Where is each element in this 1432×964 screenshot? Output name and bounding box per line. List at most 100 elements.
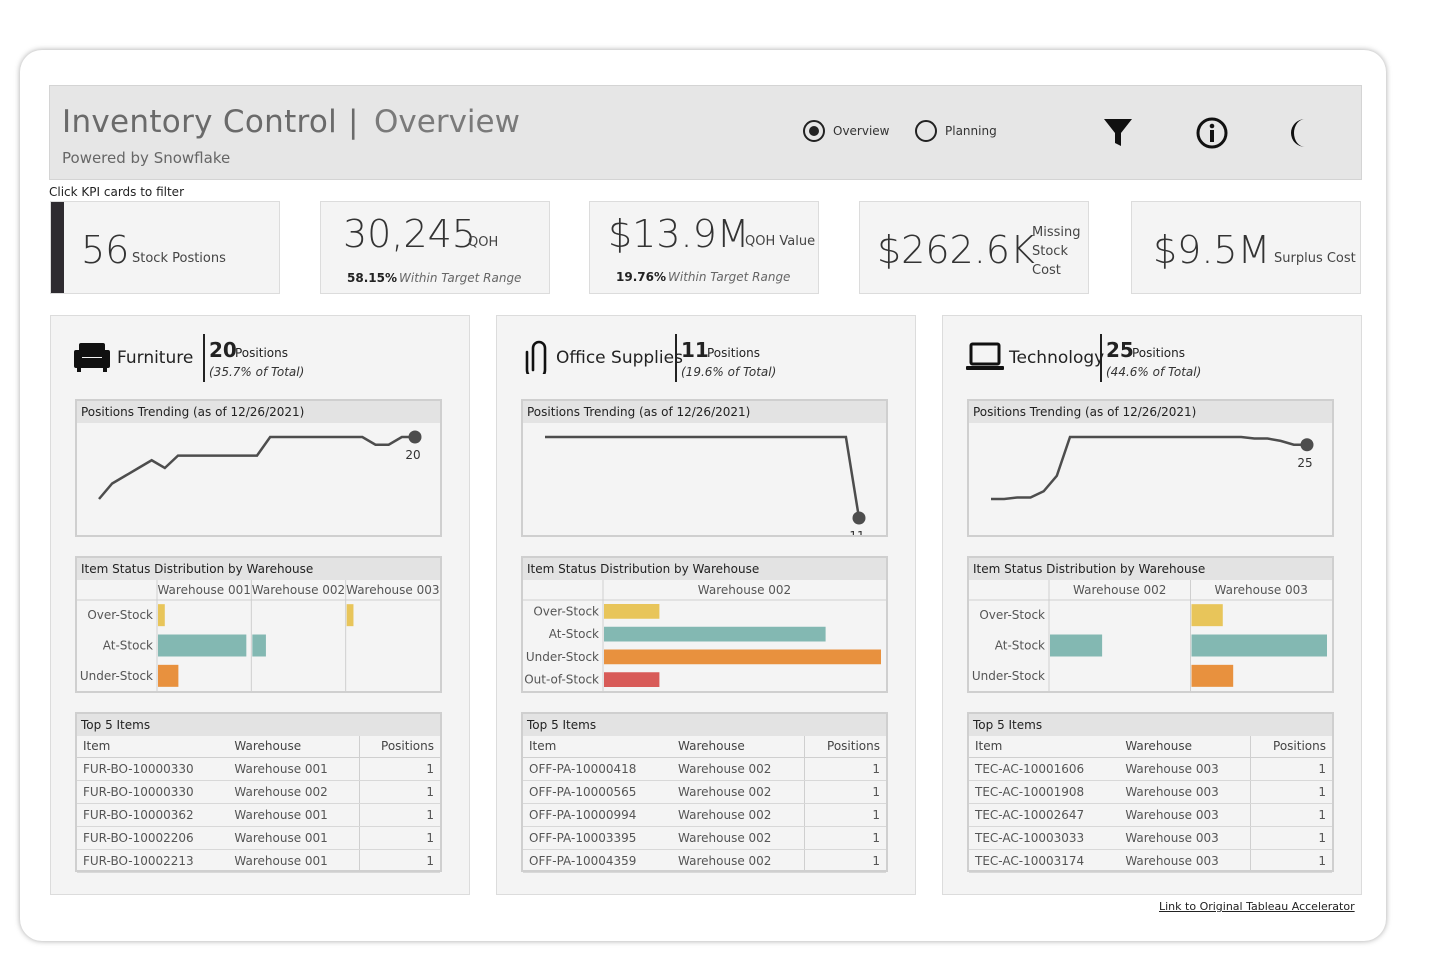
kpi-stock-positions[interactable]: 56 Stock Postions xyxy=(50,201,280,294)
trend-end-point[interactable] xyxy=(408,430,422,444)
column-header: Item xyxy=(969,736,1120,758)
category-count-label: Positions xyxy=(235,346,288,360)
radio-overview[interactable]: Overview xyxy=(803,120,890,142)
distribution-title: Item Status Distribution by Warehouse xyxy=(77,558,440,580)
table-row[interactable]: FUR-BO-10000330 Warehouse 001 1 xyxy=(77,757,440,781)
status-bar[interactable] xyxy=(346,604,354,627)
table-row[interactable]: TEC-AC-10003033 Warehouse 003 1 xyxy=(969,826,1332,850)
kpi-surplus-cost[interactable]: $9.5M Surplus Cost xyxy=(1131,201,1361,294)
table-row[interactable]: FUR-BO-10002213 Warehouse 001 1 xyxy=(77,849,440,873)
dark-mode-icon[interactable] xyxy=(1283,116,1317,150)
status-bar[interactable] xyxy=(1191,634,1328,657)
category-panel-office-supplies: Office Supplies 11 Positions (19.6% of Tota… xyxy=(496,315,916,895)
trend-plot: 25 xyxy=(991,435,1314,501)
status-bar[interactable] xyxy=(604,626,826,642)
kpi-value: $262.6K xyxy=(877,228,1035,272)
status-bar[interactable] xyxy=(158,664,179,687)
warehouse-cell: Warehouse 003 xyxy=(1119,780,1251,804)
positions-cell: 1 xyxy=(803,757,886,781)
warehouse-cell: Warehouse 002 xyxy=(672,803,805,827)
status-bar[interactable] xyxy=(604,672,660,687)
table-row[interactable]: OFF-PA-10000994 Warehouse 002 1 xyxy=(523,803,886,827)
trend-title: Positions Trending (as of 12/26/2021) xyxy=(523,401,886,423)
info-icon[interactable] xyxy=(1195,116,1229,150)
kpi-label: Stock Postions xyxy=(132,251,226,266)
status-bar[interactable] xyxy=(158,604,165,627)
warehouse-header: Warehouse 003 xyxy=(346,583,439,597)
table-row[interactable]: OFF-PA-10003395 Warehouse 002 1 xyxy=(523,826,886,850)
table-row[interactable]: FUR-BO-10000330 Warehouse 002 1 xyxy=(77,780,440,804)
warehouse-cell: Warehouse 003 xyxy=(1119,849,1251,873)
trend-end-label: 11 xyxy=(849,529,864,535)
item-cell: OFF-PA-10000994 xyxy=(523,803,673,827)
kpi-percent: 58.15% xyxy=(347,271,397,285)
category-count: 11 xyxy=(681,338,709,362)
kpi-missing-stock-cost[interactable]: $262.6K Missing Stock Cost xyxy=(859,201,1089,294)
status-label: At-Stock xyxy=(103,639,153,653)
status-bar[interactable] xyxy=(158,634,247,657)
positions-trend-chart: Positions Trending (as of 12/26/2021) 20 xyxy=(75,399,442,537)
status-bar[interactable] xyxy=(1191,664,1234,687)
table-row[interactable]: OFF-PA-10000565 Warehouse 002 1 xyxy=(523,780,886,804)
category-count: 25 xyxy=(1106,338,1134,362)
table-row[interactable]: FUR-BO-10002206 Warehouse 001 1 xyxy=(77,826,440,850)
status-bar[interactable] xyxy=(604,604,660,619)
table-row[interactable]: FUR-BO-10000362 Warehouse 001 1 xyxy=(77,803,440,827)
trend-end-point[interactable] xyxy=(852,511,866,525)
table-row[interactable]: TEC-AC-10001908 Warehouse 003 1 xyxy=(969,780,1332,804)
status-bar[interactable] xyxy=(1050,634,1103,657)
kpi-qoh[interactable]: 30,245 QOH 58.15% Within Target Range xyxy=(320,201,550,294)
trend-line xyxy=(545,435,861,519)
distribution-plot: Warehouse 001 Warehouse 002 Warehouse 003 O… xyxy=(77,580,440,691)
status-distribution-chart: Item Status Distribution by Warehouse War… xyxy=(967,556,1334,693)
category-divider xyxy=(675,334,677,382)
kpi-label: Surplus Cost xyxy=(1274,251,1356,266)
positions-cell: 1 xyxy=(803,849,886,873)
trend-end-label: 25 xyxy=(1297,456,1312,470)
kpi-value: 56 xyxy=(81,228,130,272)
status-bar[interactable] xyxy=(604,649,881,665)
top5-table: Item Warehouse Positions FUR-BO-10000330 War… xyxy=(77,736,440,873)
kpi-label-line: Cost xyxy=(1032,263,1061,278)
tableau-accelerator-link[interactable]: Link to Original Tableau Accelerator xyxy=(1159,900,1355,913)
trend-plot: 11 xyxy=(545,435,866,535)
kpi-qoh-value[interactable]: $13.9M QOH Value 19.76% Within Target Ra… xyxy=(589,201,819,294)
column-header: Positions xyxy=(358,736,440,758)
table-header-row: Item Warehouse Positions xyxy=(77,736,440,758)
top-5-items-table: Top 5 Items Item Warehouse Positions OFF-PA-… xyxy=(521,712,888,873)
radio-planning[interactable]: Planning xyxy=(915,120,997,142)
category-percent: (44.6% of Total) xyxy=(1106,365,1202,379)
table-row[interactable]: OFF-PA-10000418 Warehouse 002 1 xyxy=(523,757,886,781)
category-name: Furniture xyxy=(117,348,194,368)
distribution-title: Item Status Distribution by Warehouse xyxy=(523,558,886,580)
filter-icon[interactable] xyxy=(1101,116,1135,150)
item-cell: TEC-AC-10003174 xyxy=(969,849,1120,873)
table-row[interactable]: TEC-AC-10001606 Warehouse 003 1 xyxy=(969,757,1332,781)
status-bar[interactable] xyxy=(252,634,266,657)
kpi-range-label: Within Target Range xyxy=(399,271,522,285)
sofa-icon xyxy=(73,340,113,374)
trend-end-point[interactable] xyxy=(1300,438,1314,452)
status-label: Under-Stock xyxy=(80,669,153,683)
column-header: Warehouse xyxy=(672,736,805,758)
status-bar[interactable] xyxy=(1191,604,1223,627)
item-cell: TEC-AC-10001908 xyxy=(969,780,1120,804)
positions-cell: 1 xyxy=(358,757,440,781)
item-cell: FUR-BO-10000330 xyxy=(77,780,229,804)
top-5-items-table: Top 5 Items Item Warehouse Positions TEC-AC-… xyxy=(967,712,1334,873)
dashboard-title: Inventory Control xyxy=(62,104,338,140)
warehouse-cell: Warehouse 002 xyxy=(672,849,805,873)
warehouse-header: Warehouse 002 xyxy=(698,583,791,597)
radio-unselected-icon xyxy=(915,120,937,142)
positions-cell: 1 xyxy=(803,803,886,827)
warehouse-cell: Warehouse 001 xyxy=(228,803,360,827)
table-row[interactable]: TEC-AC-10002647 Warehouse 003 1 xyxy=(969,803,1332,827)
table-row[interactable]: OFF-PA-10004359 Warehouse 002 1 xyxy=(523,849,886,873)
warehouse-header: Warehouse 001 xyxy=(157,583,250,597)
item-cell: TEC-AC-10002647 xyxy=(969,803,1120,827)
laptop-icon xyxy=(965,340,1005,374)
trend-line xyxy=(991,435,1307,501)
kpi-label: QOH xyxy=(468,235,499,250)
radio-selected-icon xyxy=(803,120,825,142)
table-row[interactable]: TEC-AC-10003174 Warehouse 003 1 xyxy=(969,849,1332,873)
